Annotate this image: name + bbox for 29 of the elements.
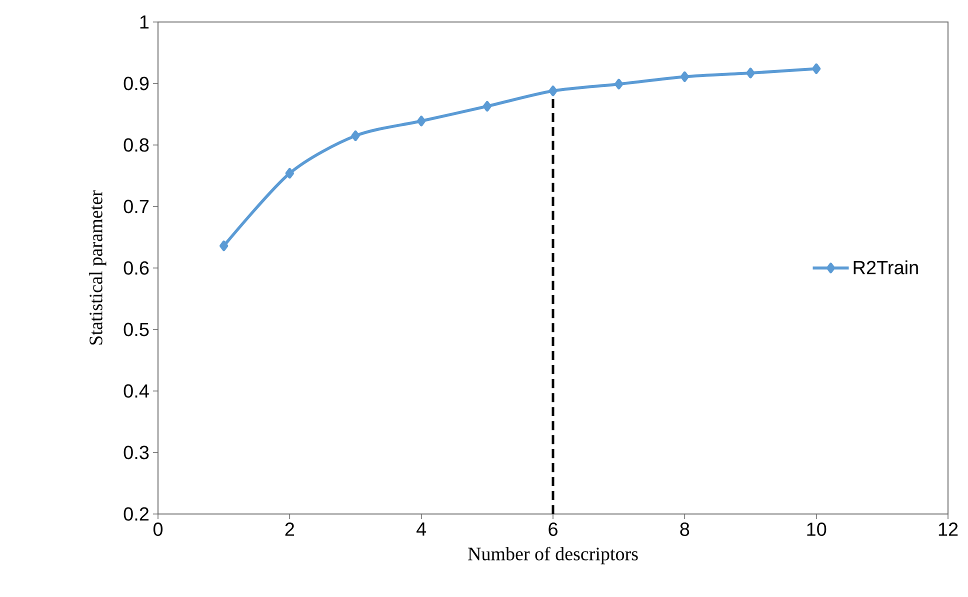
legend-label: R2Train (854, 260, 918, 274)
point (548, 86, 558, 96)
point (482, 100, 492, 112)
y-tick-label: 0.5 (124, 322, 149, 336)
point (680, 71, 690, 82)
point (746, 68, 755, 78)
x-tick-label: 12 (938, 522, 958, 536)
x-tick-label: 6 (548, 522, 558, 536)
point (417, 116, 426, 126)
point (614, 78, 624, 90)
y-tick-label: 0.8 (124, 138, 149, 152)
y-axis-title: Statistical parameter (88, 190, 106, 345)
x-tick-label: 10 (807, 522, 826, 536)
y-tick-label: 0.4 (124, 384, 149, 398)
y-tick-label: 0.6 (124, 261, 149, 275)
point (219, 240, 228, 252)
x-tick-label: 2 (285, 522, 294, 536)
x-tick-label: 8 (680, 522, 690, 536)
point (285, 168, 294, 179)
y-tick-label: 0.2 (124, 507, 149, 521)
x-axis-title: Number of descriptors (468, 546, 638, 564)
point (812, 63, 821, 74)
y-tick-label: 1 (140, 15, 149, 29)
point (351, 130, 360, 142)
y-tick-label: 0.9 (124, 76, 149, 90)
x-tick-label: 4 (416, 522, 426, 536)
x-tick-label: 0 (153, 522, 163, 536)
y-tick-label: 0.3 (124, 446, 149, 460)
y-tick-label: 0.7 (124, 200, 149, 214)
